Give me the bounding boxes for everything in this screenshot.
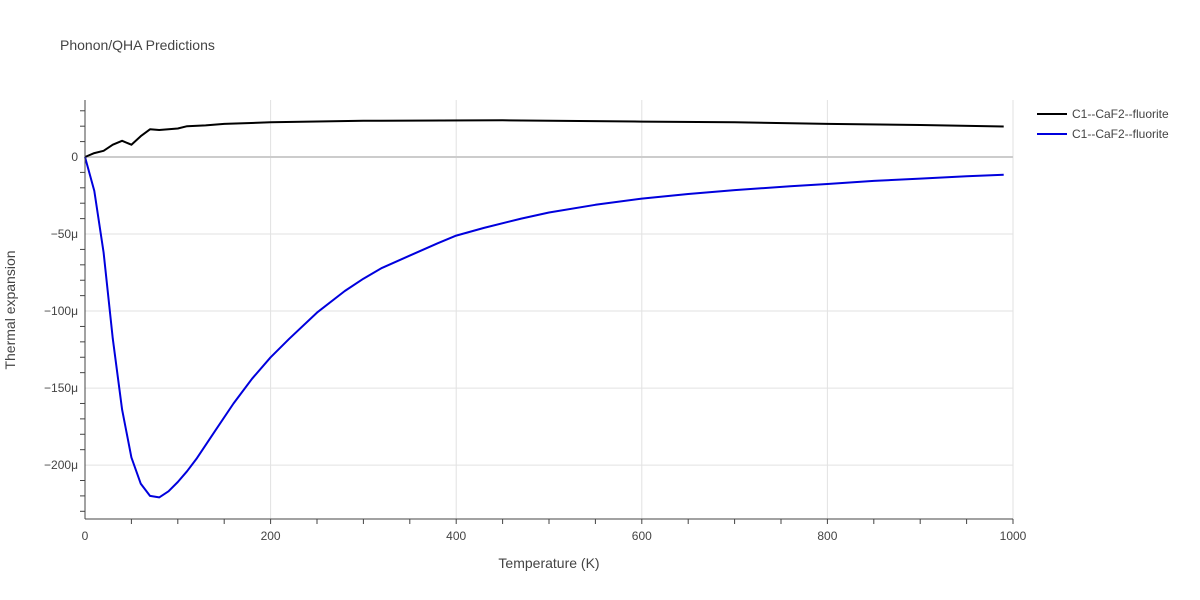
x-tick-label: 400 [446,529,466,543]
y-tick-label: −100μ [44,304,78,318]
y-tick-label: 0 [71,150,78,164]
y-tick-label: −50μ [51,227,78,241]
chart-title: Phonon/QHA Predictions [60,37,215,53]
x-axis-title: Temperature (K) [498,555,599,571]
y-tick-label: −150μ [44,381,78,395]
y-tick-label: −200μ [44,458,78,472]
series-line-2 [84,156,1004,499]
legend: C1--CaF2--fluorite C1--CaF2--fluorite [1037,107,1169,141]
series-line-1 [84,119,1004,158]
x-tick-label: 600 [632,529,652,543]
legend-item-1[interactable]: C1--CaF2--fluorite [1037,107,1169,121]
y-axis-title: Thermal expansion [2,250,18,369]
plot-area [84,119,1004,499]
legend-label: C1--CaF2--fluorite [1072,107,1169,121]
legend-label: C1--CaF2--fluorite [1072,127,1169,141]
x-tick-label: 200 [261,529,281,543]
x-tick-label: 800 [817,529,837,543]
legend-item-2[interactable]: C1--CaF2--fluorite [1037,127,1169,141]
y-axis: 0 −50μ −100μ −150μ −200μ [44,110,85,512]
x-tick-label: 1000 [1000,529,1027,543]
x-grid [270,100,1014,519]
x-tick-label: 0 [82,529,89,543]
x-axis: 0 200 400 600 800 1000 [82,519,1027,543]
y-grid [85,155,1013,466]
